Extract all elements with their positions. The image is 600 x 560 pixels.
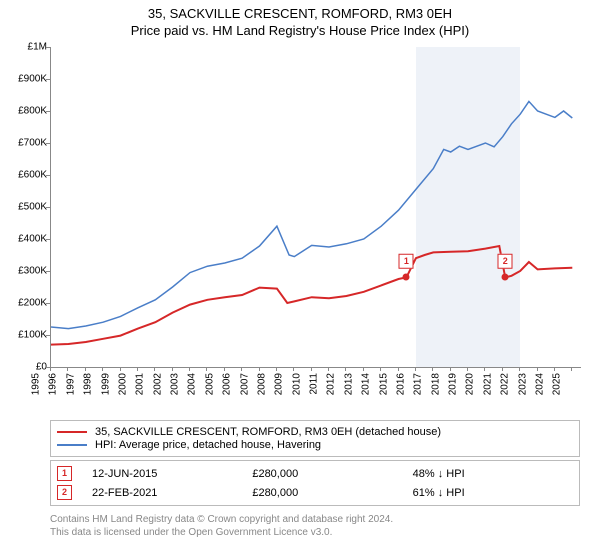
sale-delta: 48% ↓ HPI (413, 468, 573, 480)
y-tick-label: £100K (10, 330, 50, 341)
series-line (51, 246, 572, 345)
sale-price: £280,000 (252, 487, 412, 499)
sale-row: 1 12-JUN-2015£280,00048% ↓ HPI (51, 464, 579, 483)
x-tick-mark (206, 367, 207, 371)
y-tick-mark (46, 79, 50, 80)
x-tick-mark (571, 367, 572, 371)
x-tick-mark (519, 367, 520, 371)
chart-area: 12 £0£100K£200K£300K£400K£500K£600K£700K… (10, 42, 590, 412)
sale-marker: 2 (498, 254, 513, 269)
x-tick-mark (224, 367, 225, 371)
x-tick-mark (415, 367, 416, 371)
sale-marker: 1 (399, 254, 414, 269)
footer-line2: This data is licensed under the Open Gov… (50, 526, 393, 539)
x-tick-mark (450, 367, 451, 371)
x-tick-mark (137, 367, 138, 371)
y-tick-label: £200K (10, 298, 50, 309)
y-tick-mark (46, 47, 50, 48)
sale-dot (502, 274, 509, 281)
y-tick-label: £500K (10, 202, 50, 213)
y-tick-label: £0 (10, 362, 50, 373)
sales-box: 1 12-JUN-2015£280,00048% ↓ HPI 2 22-FEB-202… (50, 460, 580, 506)
y-tick-label: £600K (10, 170, 50, 181)
x-tick-mark (154, 367, 155, 371)
x-tick-mark (345, 367, 346, 371)
legend-row: 35, SACKVILLE CRESCENT, ROMFORD, RM3 0EH… (57, 426, 573, 438)
x-tick-mark (102, 367, 103, 371)
x-tick-mark (189, 367, 190, 371)
line-svg (51, 47, 581, 367)
y-tick-label: £300K (10, 266, 50, 277)
chart-container: 35, SACKVILLE CRESCENT, ROMFORD, RM3 0EH… (0, 0, 600, 560)
x-tick-mark (467, 367, 468, 371)
y-tick-mark (46, 175, 50, 176)
x-tick-mark (85, 367, 86, 371)
x-tick-mark (293, 367, 294, 371)
x-tick-mark (241, 367, 242, 371)
x-tick-mark (50, 367, 51, 371)
y-tick-mark (46, 303, 50, 304)
title-address: 35, SACKVILLE CRESCENT, ROMFORD, RM3 0EH (0, 0, 600, 21)
legend-label: 35, SACKVILLE CRESCENT, ROMFORD, RM3 0EH… (95, 426, 441, 438)
footer-line1: Contains HM Land Registry data © Crown c… (50, 513, 393, 526)
x-tick-mark (554, 367, 555, 371)
legend-swatch (57, 431, 87, 433)
sale-dot (403, 274, 410, 281)
y-tick-mark (46, 143, 50, 144)
legend-row: HPI: Average price, detached house, Have… (57, 439, 573, 451)
y-tick-mark (46, 207, 50, 208)
y-tick-mark (46, 111, 50, 112)
y-tick-label: £900K (10, 74, 50, 85)
sale-date: 12-JUN-2015 (92, 468, 252, 480)
x-tick-mark (276, 367, 277, 371)
legend-box: 35, SACKVILLE CRESCENT, ROMFORD, RM3 0EH… (50, 420, 580, 457)
title-subtitle: Price paid vs. HM Land Registry's House … (0, 21, 600, 42)
x-tick-mark (502, 367, 503, 371)
sale-date: 22-FEB-2021 (92, 487, 252, 499)
y-tick-mark (46, 271, 50, 272)
y-tick-label: £400K (10, 234, 50, 245)
x-tick-mark (328, 367, 329, 371)
sale-delta: 61% ↓ HPI (413, 487, 573, 499)
sale-row-marker: 1 (57, 466, 72, 481)
y-tick-label: £700K (10, 138, 50, 149)
x-tick-mark (172, 367, 173, 371)
sale-row-marker: 2 (57, 485, 72, 500)
x-tick-mark (120, 367, 121, 371)
legend-label: HPI: Average price, detached house, Have… (95, 439, 321, 451)
x-tick-mark (67, 367, 68, 371)
y-tick-label: £1M (10, 42, 50, 53)
x-tick-mark (398, 367, 399, 371)
x-tick-mark (363, 367, 364, 371)
x-tick-mark (380, 367, 381, 371)
y-tick-mark (46, 335, 50, 336)
sale-price: £280,000 (252, 468, 412, 480)
legend-swatch (57, 444, 87, 446)
y-tick-label: £800K (10, 106, 50, 117)
x-tick-mark (311, 367, 312, 371)
y-tick-mark (46, 239, 50, 240)
plot-region: 12 (50, 47, 581, 368)
sale-row: 2 22-FEB-2021£280,00061% ↓ HPI (51, 483, 579, 502)
footer-attribution: Contains HM Land Registry data © Crown c… (50, 513, 393, 539)
x-tick-mark (259, 367, 260, 371)
x-tick-mark (537, 367, 538, 371)
series-line (51, 101, 572, 328)
x-tick-label: 2025 (552, 373, 591, 395)
x-tick-mark (484, 367, 485, 371)
x-tick-mark (432, 367, 433, 371)
